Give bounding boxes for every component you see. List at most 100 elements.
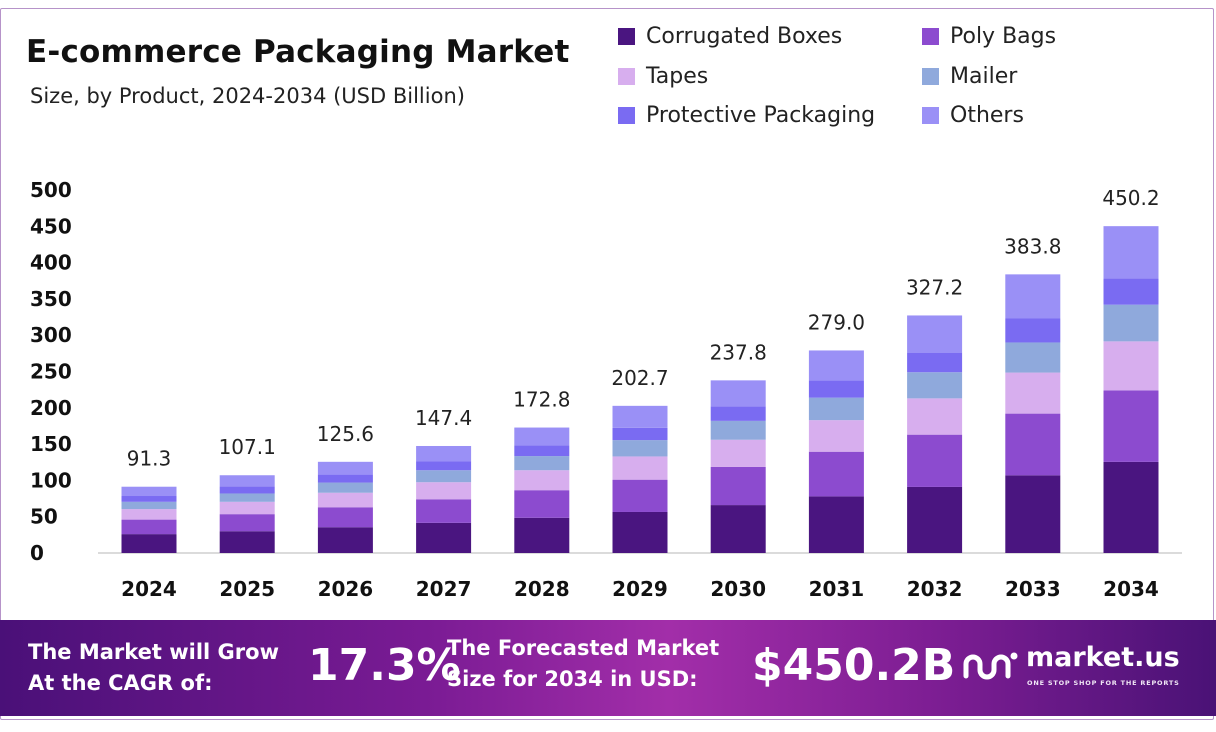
legend-item-corrugated-boxes: Corrugated Boxes xyxy=(618,24,842,49)
bar-segment-poly-bags xyxy=(612,479,668,512)
bar-segment-protective-packaging xyxy=(1005,318,1061,343)
y-tick-label: 200 xyxy=(30,396,72,420)
bar-segment-poly-bags xyxy=(317,507,373,528)
bar-segment-others xyxy=(907,315,963,353)
bar-segment-tapes xyxy=(317,492,373,508)
bar-segment-others xyxy=(121,486,177,497)
legend-label: Protective Packaging xyxy=(646,103,876,128)
x-tick-label: 2024 xyxy=(121,577,177,601)
legend-label: Tapes xyxy=(646,64,709,89)
bar-segment-others xyxy=(514,427,570,446)
bar-segment-corrugated-boxes xyxy=(514,517,570,553)
bar-segment-corrugated-boxes xyxy=(219,531,275,553)
legend-swatch xyxy=(618,107,635,124)
market-us-logo-icon xyxy=(963,652,1018,680)
bar-segment-protective-packaging xyxy=(907,352,963,373)
legend-label: Others xyxy=(950,103,1024,128)
bar-segment-corrugated-boxes xyxy=(907,486,963,553)
legend-swatch xyxy=(618,68,635,85)
total-data-label: 172.8 xyxy=(513,388,570,412)
y-tick-label: 450 xyxy=(30,214,72,238)
bar-segment-mailer xyxy=(907,372,963,399)
bar-segment-poly-bags xyxy=(907,434,963,487)
cagr-label-line2: At the CAGR of: xyxy=(28,671,213,695)
bar-segment-poly-bags xyxy=(514,490,570,518)
x-tick-label: 2029 xyxy=(612,577,668,601)
bar-segment-mailer xyxy=(514,456,570,471)
y-tick-label: 300 xyxy=(30,323,72,347)
x-tick-label: 2028 xyxy=(514,577,570,601)
cagr-label-line1: The Market will Grow xyxy=(28,640,279,664)
legend-label: Poly Bags xyxy=(950,24,1057,49)
bar-segment-poly-bags xyxy=(219,514,275,532)
legend-label: Mailer xyxy=(950,64,1018,89)
bar-segment-others xyxy=(1103,226,1159,279)
x-tick-label: 2031 xyxy=(809,577,865,601)
bar-segment-others xyxy=(219,475,275,487)
bar-segment-poly-bags xyxy=(710,466,766,506)
bar-segment-poly-bags xyxy=(1005,413,1061,476)
x-tick-label: 2025 xyxy=(219,577,275,601)
bar-segment-others xyxy=(710,380,766,407)
x-tick-label: 2026 xyxy=(318,577,374,601)
legend-item-protective-packaging: Protective Packaging xyxy=(618,103,875,128)
total-data-label: 279.0 xyxy=(808,310,865,334)
bar-segment-tapes xyxy=(808,420,864,452)
bar-segment-others xyxy=(416,445,472,462)
bar-segment-tapes xyxy=(612,456,668,480)
total-data-label: 107.1 xyxy=(219,435,276,459)
total-data-label: 237.8 xyxy=(710,340,767,364)
bar-segment-tapes xyxy=(1103,341,1159,391)
bar-segment-mailer xyxy=(1005,342,1061,373)
legend-swatch xyxy=(922,28,939,45)
bar-segment-protective-packaging xyxy=(808,380,864,398)
bar-segment-others xyxy=(1005,274,1061,319)
bar-segment-tapes xyxy=(514,470,570,491)
bar-segment-corrugated-boxes xyxy=(612,511,668,553)
y-tick-label: 0 xyxy=(30,541,44,565)
bar-segment-corrugated-boxes xyxy=(1005,475,1061,553)
bar-segment-poly-bags xyxy=(121,519,177,535)
bar-segment-corrugated-boxes xyxy=(808,496,864,553)
bar-segment-tapes xyxy=(710,439,766,467)
bar-segment-protective-packaging xyxy=(219,486,275,494)
legend-swatch xyxy=(618,28,635,45)
bar-segment-poly-bags xyxy=(808,451,864,497)
x-tick-label: 2032 xyxy=(907,577,963,601)
y-tick-label: 400 xyxy=(30,251,72,275)
bar-segment-mailer xyxy=(808,397,864,421)
bar-segment-mailer xyxy=(710,420,766,440)
bar-segment-corrugated-boxes xyxy=(710,505,766,553)
bar-segment-protective-packaging xyxy=(710,406,766,421)
forecast-label-line2: Size for 2034 in USD: xyxy=(447,667,698,691)
bar-segment-others xyxy=(612,405,668,428)
cagr-label: The Market will Grow At the CAGR of: xyxy=(28,637,279,699)
y-tick-label: 350 xyxy=(30,287,72,311)
bar-segment-mailer xyxy=(317,482,373,493)
chart-subtitle: Size, by Product, 2024-2034 (USD Billion… xyxy=(30,84,465,108)
bar-segment-protective-packaging xyxy=(416,461,472,471)
bar-segment-others xyxy=(808,350,864,381)
bar-segment-corrugated-boxes xyxy=(416,522,472,553)
bar-segment-poly-bags xyxy=(1103,390,1159,462)
legend-item-poly-bags: Poly Bags xyxy=(922,24,1056,49)
forecast-value: $450.2B xyxy=(752,640,956,691)
x-tick-label: 2033 xyxy=(1005,577,1061,601)
y-tick-label: 500 xyxy=(30,178,72,202)
bar-segment-mailer xyxy=(416,470,472,483)
bar-segment-corrugated-boxes xyxy=(121,534,177,553)
bar-segment-protective-packaging xyxy=(612,427,668,441)
total-data-label: 125.6 xyxy=(317,422,374,446)
legend-item-mailer: Mailer xyxy=(922,64,1017,89)
total-data-label: 383.8 xyxy=(1004,234,1061,258)
brand-name: market.us xyxy=(1026,642,1180,673)
y-tick-label: 250 xyxy=(30,360,72,384)
stacked-bar-chart: 0 50 100 150 200 250 300 350 400 450 500 91.3 2024 10… xyxy=(30,178,1182,601)
forecast-label: The Forecasted Market Size for 2034 in U… xyxy=(447,633,719,695)
summary-banner: The Market will Grow At the CAGR of: 17.… xyxy=(0,620,1216,716)
total-data-label: 147.4 xyxy=(415,406,472,430)
bar-segment-protective-packaging xyxy=(317,474,373,483)
bar-segment-mailer xyxy=(121,501,177,510)
bar-segment-mailer xyxy=(612,440,668,457)
bar-segment-tapes xyxy=(219,501,275,515)
